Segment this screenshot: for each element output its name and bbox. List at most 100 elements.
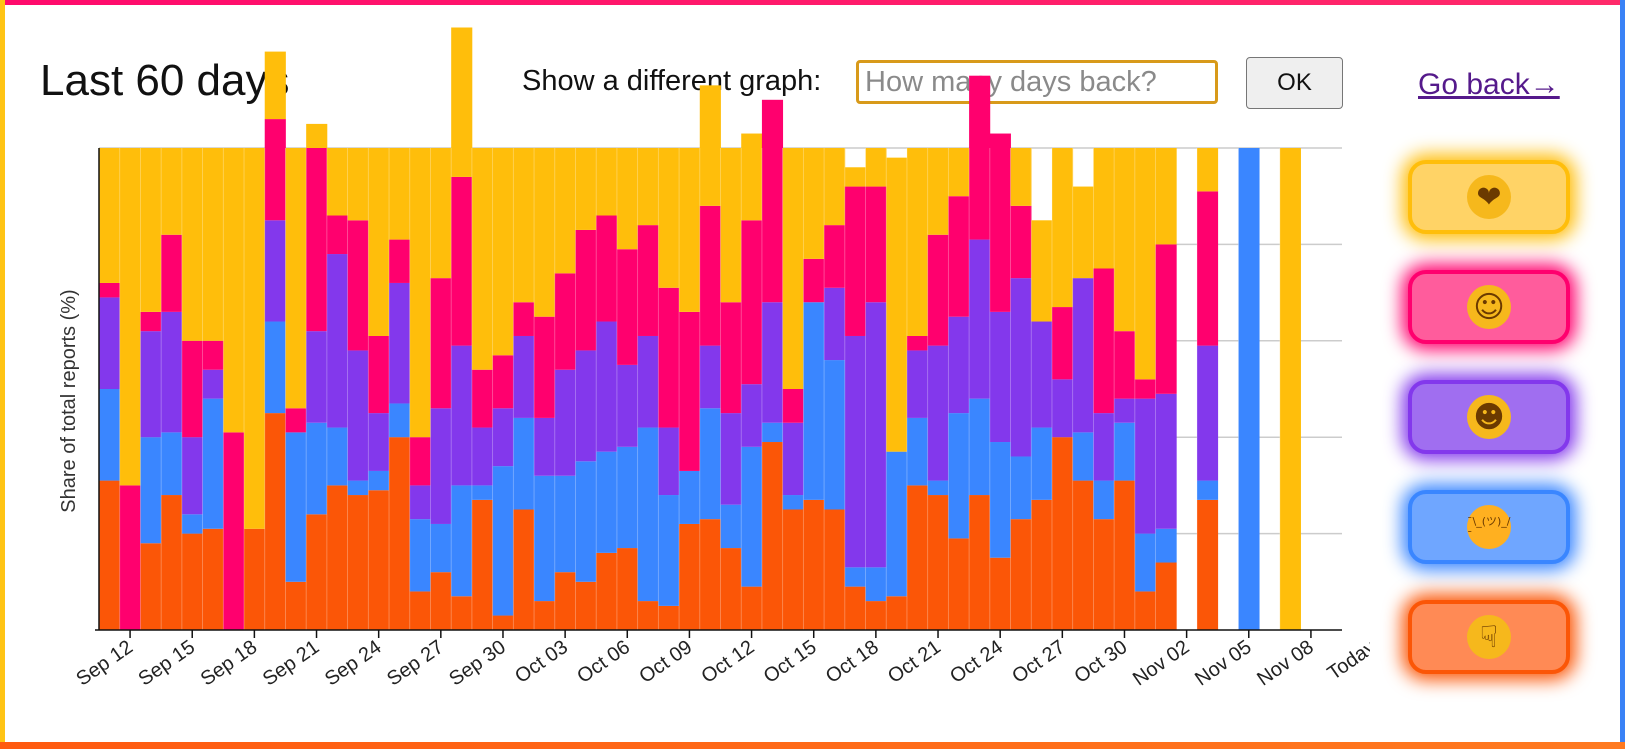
bar-segment-orange <box>658 605 680 630</box>
bar-segment-yellow <box>368 148 390 336</box>
bar-segment-orange <box>554 572 576 630</box>
bar-segment-yellow <box>285 148 307 409</box>
bar-segment-blue <box>1155 528 1177 563</box>
bar-segment-yellow <box>202 148 224 341</box>
bar-segment-pink <box>223 432 245 630</box>
bar-segment-purple <box>658 427 680 496</box>
bar-segment-yellow <box>161 148 183 235</box>
bar-segment-yellow <box>1093 148 1115 269</box>
mood-button-2[interactable]: ☺ <box>1408 270 1570 344</box>
bar-segment-blue <box>969 398 991 496</box>
bar-segment-purple <box>513 335 535 418</box>
x-tick-label: Nov 02 <box>1129 636 1194 690</box>
bar-segment-yellow <box>389 148 411 240</box>
bar-segment-blue <box>492 466 514 616</box>
bar-segment-blue <box>1134 533 1156 592</box>
bar-segment-purple <box>534 417 556 476</box>
bar-segment-yellow <box>347 148 369 221</box>
bar-segment-orange <box>306 514 328 630</box>
bar-segment-blue <box>1010 456 1032 520</box>
x-tick-label: Sep 27 <box>383 636 448 690</box>
bar-segment-pink <box>948 196 970 317</box>
bar-segment-orange <box>285 581 307 630</box>
x-tick-label: Oct 24 <box>946 636 1007 688</box>
bar-segment-orange <box>886 596 908 630</box>
bar-segment-yellow <box>699 85 721 206</box>
bar-segment-orange <box>1051 437 1074 630</box>
go-back-link[interactable]: Go back→ <box>1418 68 1560 101</box>
bar-segment-purple <box>161 311 183 433</box>
bar-segment-yellow <box>99 148 121 283</box>
bar-segment-orange <box>1093 519 1115 630</box>
x-tick-label: Sep 15 <box>135 636 200 690</box>
bar-segment-orange <box>1072 480 1094 630</box>
bar-segment-orange <box>824 509 846 630</box>
bar-segment-pink <box>140 311 162 332</box>
bar-segment-purple <box>865 302 887 568</box>
bar-segment-blue <box>306 422 328 515</box>
bar-segment-pink <box>534 316 556 418</box>
bar-segment-pink <box>616 249 639 365</box>
bar-segment-pink <box>927 234 949 346</box>
bar-segment-purple <box>616 364 639 447</box>
bar-segment-pink <box>969 75 991 240</box>
bar-segment-orange <box>1114 480 1136 630</box>
bar-segment-blue <box>824 360 846 510</box>
bar-segment-yellow <box>720 148 742 303</box>
bar-segment-purple <box>181 437 203 515</box>
mood-button-3[interactable]: ☻ <box>1408 380 1570 454</box>
bar-segment-blue <box>181 514 203 534</box>
mood-button-5[interactable]: ☟ <box>1408 600 1570 674</box>
ok-button[interactable]: OK <box>1246 57 1343 109</box>
bar-segment-purple <box>741 384 763 447</box>
x-tick-label: Oct 21 <box>884 636 945 688</box>
bar-segment-yellow <box>575 148 597 230</box>
x-tick-label: Today <box>1324 636 1370 685</box>
bar-segment-orange <box>244 528 266 630</box>
bar-segment-yellow <box>306 123 328 148</box>
bar-segment-purple <box>575 350 597 462</box>
bar-segment-yellow <box>140 148 162 312</box>
bar-segment-yellow <box>844 167 866 187</box>
bar-segment-pink <box>492 355 514 409</box>
bar-segment-orange <box>1155 562 1177 630</box>
x-tick-label: Oct 27 <box>1008 636 1069 688</box>
bar-segment-orange <box>389 437 411 630</box>
x-tick-label: Oct 18 <box>822 636 883 688</box>
bar-segment-yellow <box>1010 148 1032 206</box>
bar-segment-orange <box>451 596 473 630</box>
x-tick-label: Sep 18 <box>197 636 262 690</box>
bar-segment-purple <box>1010 278 1032 457</box>
bar-segment-pink <box>720 302 742 414</box>
bar-segment-orange <box>1196 499 1219 630</box>
bar-segment-yellow <box>1279 148 1301 630</box>
bar-segment-orange <box>761 442 784 630</box>
bar-segment-orange <box>471 499 494 630</box>
bar-segment-orange <box>181 533 203 630</box>
bar-segment-pink <box>554 273 576 370</box>
bar-segment-yellow <box>1155 148 1177 245</box>
mood-button-1[interactable]: ❤ <box>1408 160 1570 234</box>
bar-segment-yellow <box>1134 148 1156 380</box>
bar-segment-yellow <box>637 148 659 226</box>
mood-button-4[interactable]: ¯\_(ツ)_/¯ <box>1408 490 1570 564</box>
bar-segment-yellow <box>1196 148 1219 192</box>
bar-segment-purple <box>492 408 514 467</box>
bar-segment-pink <box>658 287 680 428</box>
bar-segment-blue <box>389 403 411 438</box>
bar-segment-orange <box>202 528 224 630</box>
bar-segment-orange <box>989 557 1011 630</box>
bar-segment-pink <box>596 215 618 322</box>
bar-segment-purple <box>782 422 804 496</box>
bar-segment-purple <box>389 282 411 404</box>
bar-segment-pink <box>824 225 846 288</box>
bar-segment-orange <box>161 495 183 630</box>
bar-segment-purple <box>202 369 224 399</box>
bar-segment-blue <box>451 485 473 597</box>
bar-segment-orange <box>1134 591 1156 630</box>
days-back-input[interactable] <box>856 60 1218 104</box>
bar-segment-orange <box>596 552 618 630</box>
graph-prompt-label: Show a different graph: <box>522 65 822 97</box>
bar-segment-blue <box>948 413 970 539</box>
bar-segment-blue <box>1114 422 1136 481</box>
